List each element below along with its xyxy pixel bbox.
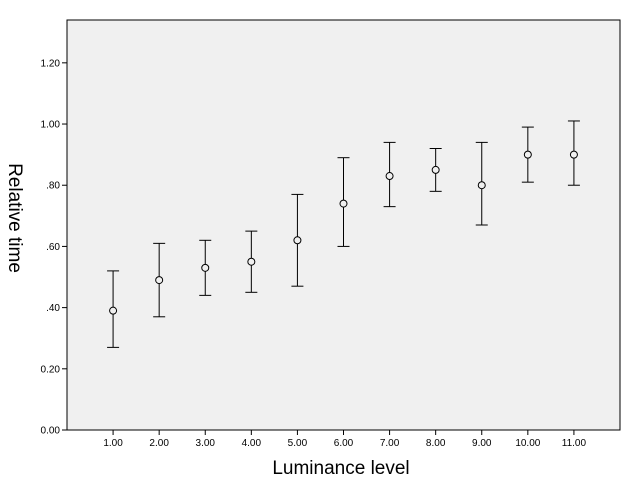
x-tick-label: 2.00 bbox=[149, 438, 169, 449]
x-tick-label: 10.00 bbox=[515, 438, 540, 449]
x-tick-label: 6.00 bbox=[334, 438, 354, 449]
y-tick-label: .60 bbox=[46, 242, 60, 253]
data-point bbox=[431, 165, 440, 174]
data-point bbox=[523, 150, 532, 159]
data-points bbox=[109, 150, 578, 315]
data-point bbox=[109, 306, 118, 315]
x-tick-label: 9.00 bbox=[472, 438, 492, 449]
x-axis-title: Luminance level bbox=[272, 458, 409, 479]
x-axis: 1.00 2.00 3.00 4.00 5.00 6.00 7.00 8.00 9.00 10.0… bbox=[103, 430, 586, 449]
y-tick-label: 1.00 bbox=[41, 120, 61, 131]
data-point bbox=[201, 263, 210, 272]
data-point bbox=[247, 257, 256, 266]
data-point bbox=[569, 150, 578, 159]
y-tick-label: .80 bbox=[46, 181, 60, 192]
x-tick-label: 11.00 bbox=[562, 438, 587, 449]
data-point bbox=[477, 181, 486, 190]
x-tick-label: 4.00 bbox=[242, 438, 262, 449]
y-tick-label: .40 bbox=[46, 303, 60, 314]
x-tick-label: 3.00 bbox=[196, 438, 216, 449]
y-tick-label: 0.00 bbox=[41, 426, 61, 437]
y-tick-label: 0.20 bbox=[41, 364, 61, 375]
y-tick-label: 1.20 bbox=[41, 58, 61, 69]
x-tick-label: 7.00 bbox=[380, 438, 400, 449]
x-tick-label: 1.00 bbox=[103, 438, 123, 449]
data-point bbox=[339, 199, 348, 208]
x-tick-label: 8.00 bbox=[426, 438, 446, 449]
data-point bbox=[293, 236, 302, 245]
y-axis-title: Relative time bbox=[4, 163, 25, 273]
y-axis: 0.00 0.20 .40 .60 .80 1.00 1.20 bbox=[41, 58, 67, 437]
data-point bbox=[385, 172, 394, 181]
data-point bbox=[155, 276, 164, 285]
x-tick-label: 5.00 bbox=[288, 438, 308, 449]
